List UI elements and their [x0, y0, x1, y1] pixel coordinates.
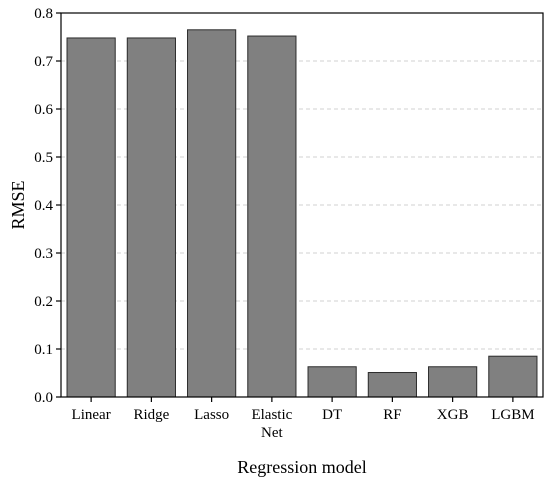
- y-tick-label: 0.3: [34, 246, 53, 262]
- bar: [488, 355, 538, 398]
- x-tick-label: RF: [383, 407, 401, 423]
- x-tick-label: DT: [322, 407, 342, 423]
- bars: [66, 29, 538, 398]
- bar: [187, 29, 237, 398]
- x-tick-label: Lasso: [194, 407, 229, 423]
- x-tick-label: Linear: [72, 407, 111, 423]
- x-axis-ticks: Linear Ridge Lasso Elastic Net DT RF XGB LGBM: [72, 397, 535, 441]
- y-tick-label: 0.1: [34, 342, 53, 358]
- x-tick-label: LGBM: [491, 407, 534, 423]
- bar: [247, 35, 297, 398]
- x-tick-label: Ridge: [133, 407, 169, 423]
- x-tick-label: Elastic Net: [251, 407, 292, 441]
- y-tick-label: 0.2: [34, 294, 53, 310]
- bar: [367, 372, 417, 398]
- bar: [126, 37, 176, 398]
- x-tick-label: XGB: [437, 407, 469, 423]
- y-tick-label: 0.0: [34, 390, 53, 406]
- y-axis-ticks: 0.0 0.1 0.2 0.3 0.4 0.5 0.6 0.7 0.8: [34, 6, 61, 406]
- bar: [307, 366, 357, 398]
- y-tick-label: 0.5: [34, 150, 53, 166]
- bar: [428, 366, 478, 398]
- y-tick-label: 0.6: [34, 102, 53, 118]
- y-axis-label: RMSE: [8, 180, 28, 229]
- x-axis-label: Regression model: [237, 457, 366, 477]
- y-tick-label: 0.8: [34, 6, 53, 22]
- y-tick-label: 0.7: [34, 54, 53, 70]
- y-tick-label: 0.4: [34, 198, 53, 214]
- bar: [66, 37, 116, 398]
